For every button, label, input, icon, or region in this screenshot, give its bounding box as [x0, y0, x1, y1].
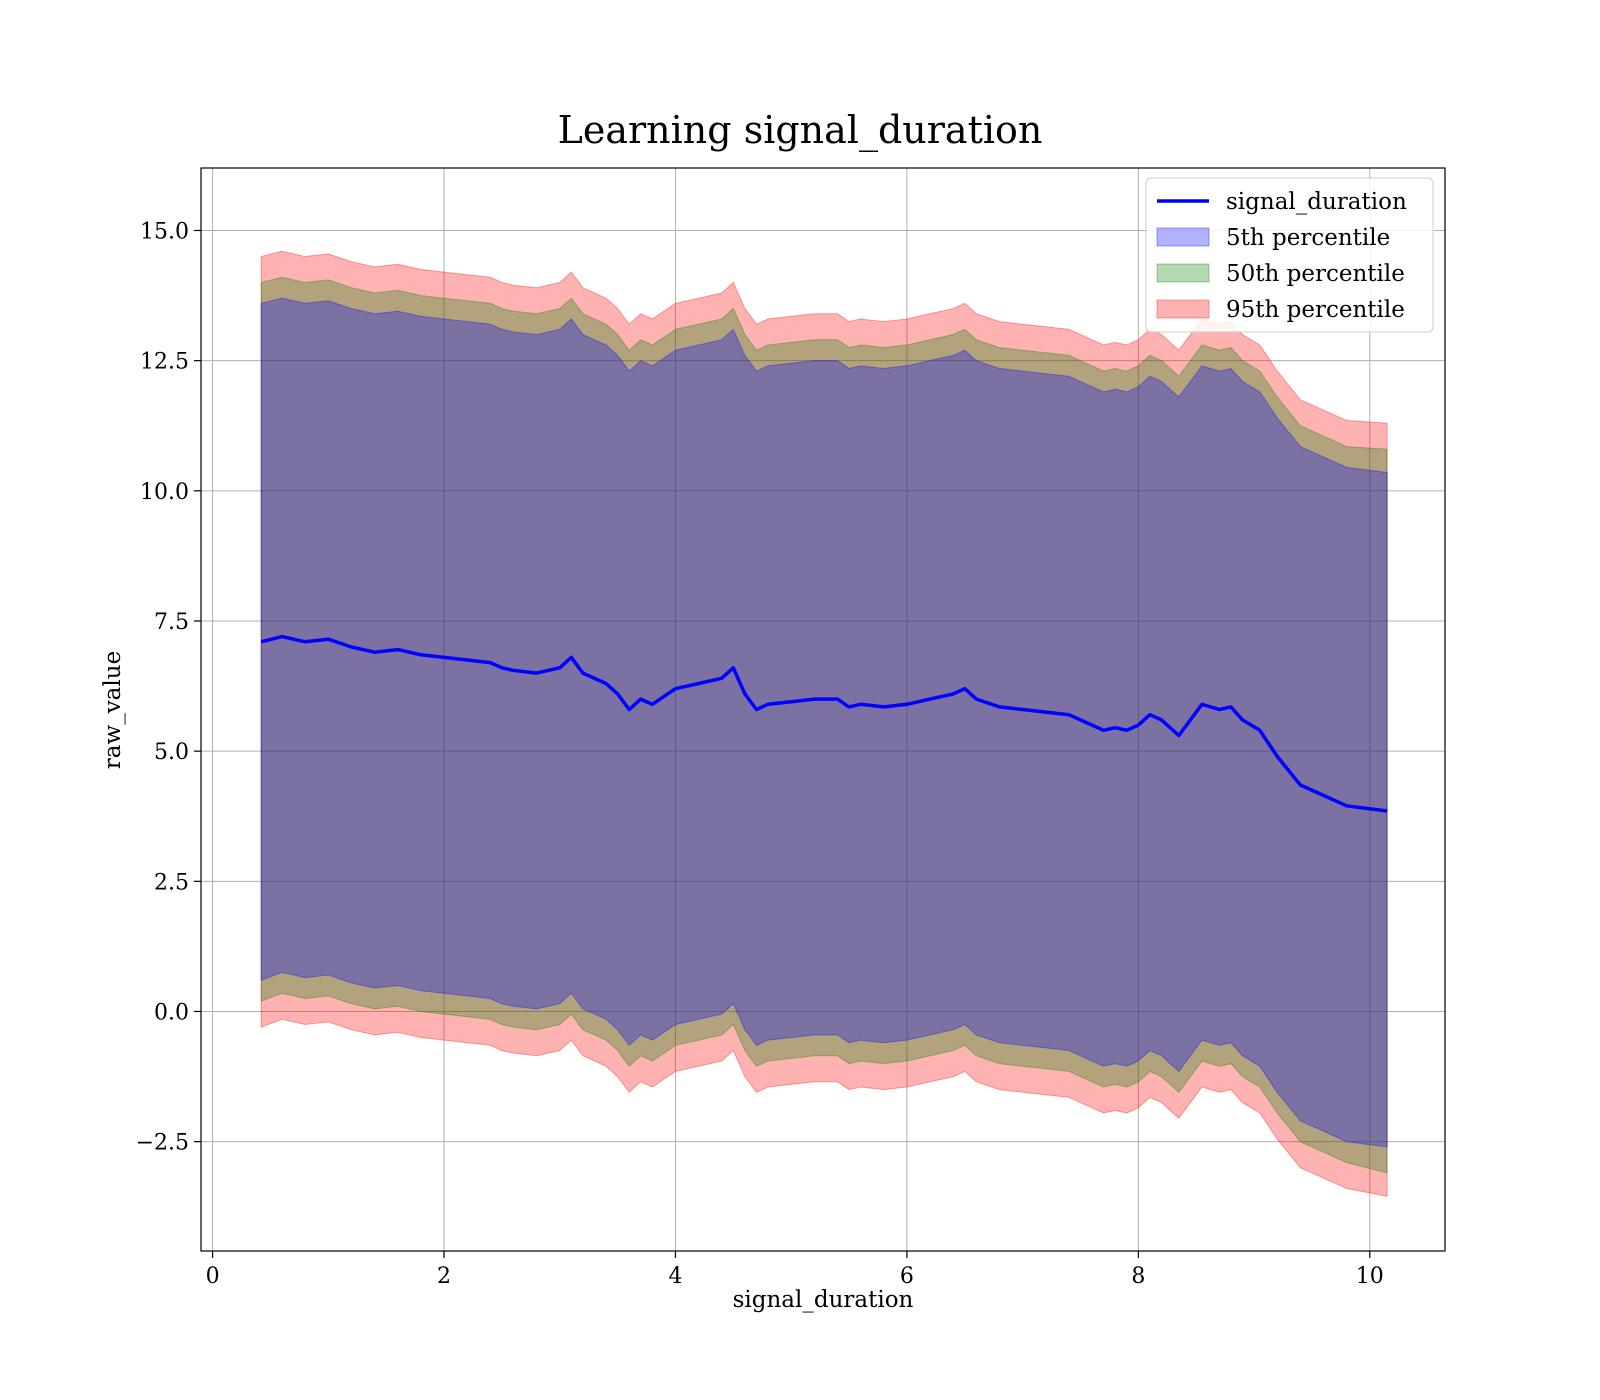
y-tick-label: −2.5	[136, 1131, 189, 1156]
y-tick-label: 5.0	[154, 740, 189, 765]
x-axis-label: signal_duration	[733, 1287, 914, 1313]
y-tick-label: 7.5	[154, 610, 189, 635]
legend-label-5th: 5th percentile	[1226, 225, 1390, 251]
band-95th-percentile	[260, 250, 1388, 1197]
legend: signal_duration 5th percentile 50th perc…	[1145, 177, 1434, 333]
x-tick-label: 2	[437, 1264, 451, 1289]
plot-frame	[200, 167, 1446, 1252]
line-signal-duration	[260, 634, 1388, 813]
y-tick-label: 15.0	[140, 219, 189, 244]
legend-label-50th: 50th percentile	[1226, 261, 1405, 287]
legend-swatch-5th	[1156, 227, 1210, 247]
x-tick-label: 6	[900, 1264, 914, 1289]
y-tick-label: 0.0	[154, 1000, 189, 1025]
percentile-bands	[260, 250, 1388, 1197]
y-axis-label: raw_value	[100, 651, 126, 769]
y-tick-label: 10.0	[140, 480, 189, 505]
band-5th-percentile	[260, 297, 1388, 1148]
y-tick-label: 12.5	[140, 350, 189, 375]
x-tick-label: 8	[1131, 1264, 1145, 1289]
y-axis: −2.5 0.0 2.5 5.0 7.5 10.0 12.5 15.0	[136, 219, 201, 1156]
x-tick-label: 10	[1356, 1264, 1384, 1289]
legend-box	[1145, 177, 1434, 333]
x-axis: 0 2 4 6 8 10	[206, 1251, 1384, 1289]
x-tick-label: 4	[668, 1264, 682, 1289]
legend-swatch-50th	[1156, 263, 1210, 283]
legend-label-95th: 95th percentile	[1226, 297, 1405, 323]
band-50th-percentile	[260, 276, 1388, 1174]
chart-title: Learning signal_duration	[558, 108, 1043, 153]
series-line	[260, 634, 1388, 813]
legend-swatch-95th	[1156, 299, 1210, 319]
legend-label-signal-duration: signal_duration	[1226, 189, 1407, 215]
y-tick-label: 2.5	[154, 870, 189, 895]
x-tick-label: 0	[206, 1264, 220, 1289]
